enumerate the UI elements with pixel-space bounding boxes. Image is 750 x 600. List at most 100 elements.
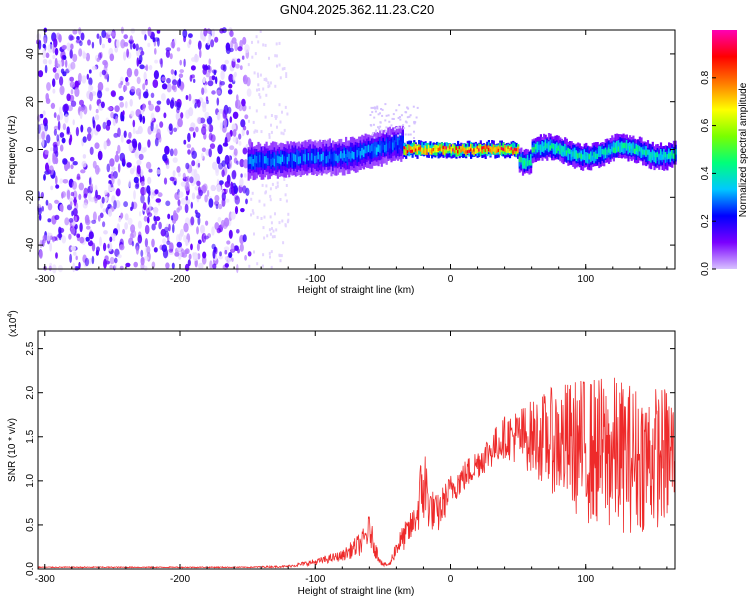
fade-mark bbox=[268, 133, 271, 136]
noise-mark bbox=[52, 88, 56, 94]
y-tick-label: -40 bbox=[25, 237, 36, 252]
noise-mark bbox=[227, 257, 232, 262]
spectrum-mark bbox=[309, 155, 312, 163]
noise-mark bbox=[150, 121, 154, 132]
spectrum-mark bbox=[440, 144, 443, 151]
spectrum-mark bbox=[257, 154, 260, 163]
noise-mark bbox=[167, 213, 171, 220]
noise-mark bbox=[135, 151, 139, 157]
noise-mark bbox=[59, 76, 64, 86]
spectrum-mark bbox=[666, 154, 669, 160]
noise-mark bbox=[131, 201, 134, 210]
noise-mark bbox=[59, 178, 64, 184]
spectrum-mark bbox=[259, 154, 262, 163]
spectrum-mark bbox=[531, 147, 534, 153]
noise-mark bbox=[180, 181, 186, 187]
noise-mark bbox=[158, 221, 162, 230]
noise-mark bbox=[78, 106, 84, 113]
fade-mark bbox=[269, 255, 271, 259]
noise-mark bbox=[143, 71, 147, 81]
noise-mark bbox=[138, 114, 143, 121]
y-tick-label: 0.0 bbox=[25, 562, 36, 576]
noise-mark bbox=[72, 262, 76, 273]
fade-mark bbox=[285, 75, 288, 78]
fade-mark bbox=[253, 250, 255, 254]
spectrum-mark bbox=[470, 143, 473, 151]
noise-mark bbox=[111, 175, 115, 185]
noise-mark bbox=[211, 75, 216, 81]
fade-mark bbox=[270, 130, 273, 134]
noise-mark bbox=[144, 186, 147, 195]
noise-mark bbox=[115, 188, 121, 197]
noise-mark bbox=[122, 228, 126, 235]
spectrum-mark bbox=[405, 147, 408, 151]
noise-mark bbox=[81, 75, 87, 84]
noise-mark bbox=[136, 159, 142, 166]
noise-mark bbox=[80, 32, 85, 41]
noise-mark bbox=[197, 239, 202, 245]
noise-mark bbox=[221, 169, 225, 178]
noise-mark bbox=[138, 153, 144, 161]
noise-mark bbox=[180, 197, 187, 205]
noise-mark bbox=[195, 173, 201, 183]
noise-mark bbox=[244, 44, 250, 54]
noise-mark bbox=[54, 214, 60, 220]
noise-mark bbox=[232, 111, 239, 120]
noise-mark bbox=[75, 126, 79, 137]
spectrum-mark bbox=[371, 143, 374, 152]
halo-mark bbox=[381, 108, 384, 111]
noise-mark bbox=[208, 148, 212, 158]
noise-mark bbox=[128, 131, 132, 139]
fade-mark bbox=[253, 71, 256, 75]
halo-mark bbox=[380, 108, 383, 110]
noise-mark bbox=[166, 77, 171, 84]
noise-mark bbox=[176, 101, 181, 111]
noise-mark bbox=[213, 70, 217, 76]
noise-mark bbox=[114, 154, 120, 163]
noise-mark bbox=[246, 130, 250, 136]
spectrum-mark bbox=[554, 145, 557, 151]
noise-mark bbox=[169, 53, 173, 60]
noise-mark bbox=[83, 193, 88, 199]
noise-mark bbox=[138, 54, 143, 63]
x-tick-label: -100 bbox=[305, 274, 325, 285]
noise-mark bbox=[105, 195, 108, 203]
noise-mark bbox=[133, 190, 136, 200]
spectrum-mark bbox=[651, 152, 654, 158]
noise-mark bbox=[117, 254, 122, 259]
noise-mark bbox=[211, 226, 215, 236]
spectrogram-panel: -300 -200 -100 0 100 40 20 0 -20 -40 Height of s… bbox=[7, 26, 677, 296]
noise-mark bbox=[211, 90, 216, 95]
halo-mark bbox=[381, 114, 384, 117]
noise-mark bbox=[140, 256, 145, 266]
spectrum-mark bbox=[521, 160, 525, 166]
spectrum-mark bbox=[646, 149, 650, 155]
noise-mark bbox=[204, 83, 207, 94]
halo-mark bbox=[390, 134, 393, 137]
noise-mark bbox=[61, 137, 66, 144]
noise-mark bbox=[66, 93, 71, 102]
noise-mark bbox=[209, 260, 213, 270]
noise-mark bbox=[110, 111, 115, 119]
fade-mark bbox=[251, 209, 254, 213]
spectrum-mark bbox=[530, 160, 533, 166]
halo-mark bbox=[390, 124, 393, 127]
noise-mark bbox=[151, 238, 155, 248]
noise-mark bbox=[219, 122, 223, 131]
spectrum-mark bbox=[396, 138, 400, 154]
noise-mark bbox=[76, 173, 81, 180]
noise-mark bbox=[85, 236, 90, 242]
noise-mark bbox=[114, 46, 119, 53]
noise-mark bbox=[161, 244, 168, 252]
spectrum-mark bbox=[512, 142, 515, 153]
spectrum-mark bbox=[262, 154, 265, 163]
noise-mark bbox=[239, 243, 244, 252]
spectrum-mark bbox=[361, 147, 364, 156]
halo-mark bbox=[378, 127, 381, 130]
spectrum-mark bbox=[491, 147, 494, 155]
spectrum-mark bbox=[643, 149, 646, 155]
noise-mark bbox=[194, 103, 197, 109]
noise-mark bbox=[238, 133, 242, 140]
noise-mark bbox=[156, 169, 161, 175]
spectrum-mark bbox=[317, 152, 320, 168]
